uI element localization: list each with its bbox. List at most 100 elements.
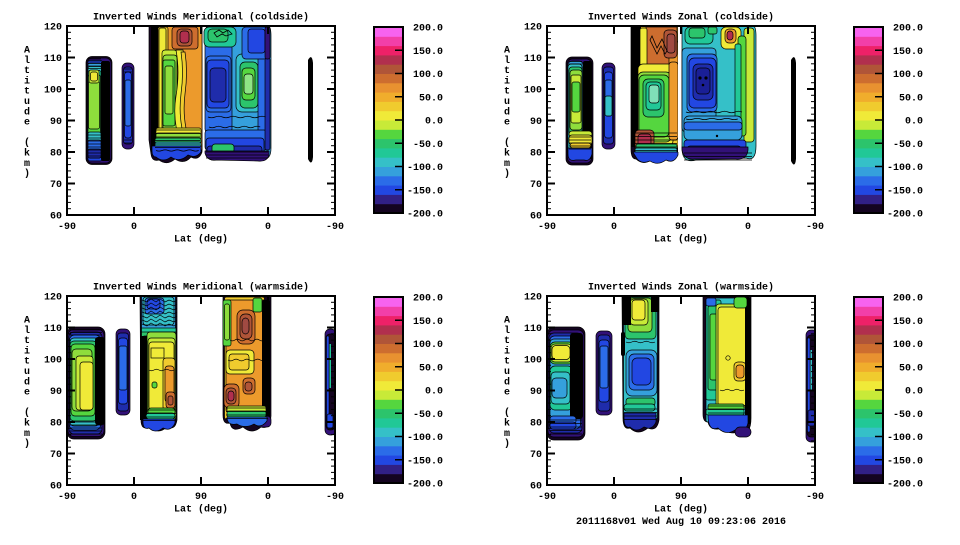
svg-text:Inverted Winds Meridional (col: Inverted Winds Meridional (coldside): [93, 12, 309, 24]
svg-text:A: A: [504, 46, 510, 57]
svg-text:0: 0: [131, 492, 137, 503]
svg-text:0: 0: [611, 222, 617, 233]
svg-text:90: 90: [530, 387, 542, 398]
svg-text:): ): [504, 168, 510, 180]
svg-text:m: m: [24, 429, 30, 440]
svg-text:90: 90: [50, 387, 62, 398]
svg-text:70: 70: [50, 450, 62, 461]
svg-text:Lat (deg): Lat (deg): [654, 504, 708, 516]
svg-text:80: 80: [530, 149, 542, 160]
svg-text:k: k: [504, 418, 510, 430]
svg-text:Inverted Winds Meridional (war: Inverted Winds Meridional (warmside): [93, 282, 309, 294]
svg-text:0: 0: [745, 222, 751, 233]
svg-text:0.0: 0.0: [425, 117, 443, 128]
svg-text:t: t: [24, 336, 30, 347]
svg-text:110: 110: [524, 324, 542, 335]
svg-text:50.0: 50.0: [419, 363, 443, 374]
svg-text:-90: -90: [58, 492, 76, 503]
svg-text:200.0: 200.0: [893, 24, 923, 35]
svg-text:i: i: [24, 345, 30, 357]
svg-text:-100.0: -100.0: [407, 433, 443, 444]
svg-text:120: 120: [524, 23, 542, 34]
svg-text:-150.0: -150.0: [887, 456, 923, 467]
svg-text:t: t: [24, 87, 30, 98]
svg-text:110: 110: [44, 54, 62, 65]
svg-text:50.0: 50.0: [899, 363, 923, 374]
svg-text:A: A: [24, 316, 30, 327]
svg-text:d: d: [24, 106, 30, 118]
svg-text:80: 80: [50, 419, 62, 430]
svg-text:100.0: 100.0: [413, 340, 443, 351]
svg-text:l: l: [504, 55, 510, 67]
svg-text:-90: -90: [806, 222, 824, 233]
svg-text:0.0: 0.0: [905, 117, 923, 128]
svg-text:110: 110: [44, 324, 62, 335]
svg-text:(: (: [24, 137, 30, 149]
svg-text:100: 100: [524, 356, 542, 367]
svg-text:-200.0: -200.0: [887, 210, 923, 221]
svg-text:t: t: [504, 336, 510, 347]
svg-text:50.0: 50.0: [419, 93, 443, 104]
svg-text:e: e: [24, 118, 30, 129]
svg-text:m: m: [504, 429, 510, 440]
svg-text:120: 120: [44, 293, 62, 304]
svg-text:120: 120: [524, 293, 542, 304]
svg-text:100.0: 100.0: [413, 70, 443, 81]
svg-text:60: 60: [530, 482, 542, 493]
svg-text:-200.0: -200.0: [887, 480, 923, 491]
svg-text:): ): [504, 438, 510, 450]
svg-text:90: 90: [50, 117, 62, 128]
svg-text:t: t: [24, 66, 30, 77]
svg-text:-200.0: -200.0: [407, 480, 443, 491]
svg-text:200.0: 200.0: [893, 294, 923, 305]
svg-text:-150.0: -150.0: [887, 186, 923, 197]
svg-text:90: 90: [675, 492, 687, 503]
svg-text:t: t: [504, 87, 510, 98]
svg-text:0: 0: [745, 492, 751, 503]
svg-text:200.0: 200.0: [413, 24, 443, 35]
svg-text:90: 90: [195, 222, 207, 233]
svg-text:(: (: [504, 407, 510, 419]
svg-text:(: (: [504, 137, 510, 149]
svg-text:0: 0: [265, 222, 271, 233]
svg-text:-200.0: -200.0: [407, 210, 443, 221]
svg-text:70: 70: [530, 180, 542, 191]
svg-text:e: e: [504, 388, 510, 399]
svg-text:90: 90: [530, 117, 542, 128]
svg-text:200.0: 200.0: [413, 294, 443, 305]
svg-text:-90: -90: [326, 492, 344, 503]
svg-text:0.0: 0.0: [905, 387, 923, 398]
svg-text:e: e: [504, 118, 510, 129]
svg-text:90: 90: [195, 492, 207, 503]
svg-text:-90: -90: [58, 222, 76, 233]
svg-text:t: t: [504, 66, 510, 77]
svg-text:60: 60: [50, 212, 62, 223]
svg-text:100.0: 100.0: [893, 340, 923, 351]
svg-text:k: k: [24, 418, 30, 430]
svg-text:50.0: 50.0: [899, 93, 923, 104]
svg-text:i: i: [24, 75, 30, 87]
svg-text:-100.0: -100.0: [407, 163, 443, 174]
svg-text:70: 70: [50, 180, 62, 191]
svg-text:): ): [24, 168, 30, 180]
svg-text:i: i: [504, 345, 510, 357]
svg-text:u: u: [504, 367, 510, 378]
svg-text:-100.0: -100.0: [887, 433, 923, 444]
svg-text:100: 100: [44, 356, 62, 367]
svg-text:(: (: [24, 407, 30, 419]
svg-text:60: 60: [50, 482, 62, 493]
svg-text:t: t: [24, 357, 30, 368]
svg-text:0: 0: [131, 222, 137, 233]
svg-text:i: i: [504, 75, 510, 87]
svg-text:l: l: [504, 325, 510, 337]
svg-text:-150.0: -150.0: [407, 186, 443, 197]
svg-text:80: 80: [530, 419, 542, 430]
svg-text:Lat (deg): Lat (deg): [174, 504, 228, 516]
svg-text:70: 70: [530, 450, 542, 461]
svg-text:2011168v01 Wed Aug 10 09:23:06: 2011168v01 Wed Aug 10 09:23:06 2016: [576, 516, 786, 528]
svg-text:-150.0: -150.0: [407, 456, 443, 467]
svg-text:k: k: [504, 148, 510, 160]
svg-text:d: d: [504, 376, 510, 388]
svg-text:u: u: [24, 367, 30, 378]
svg-text:0: 0: [611, 492, 617, 503]
